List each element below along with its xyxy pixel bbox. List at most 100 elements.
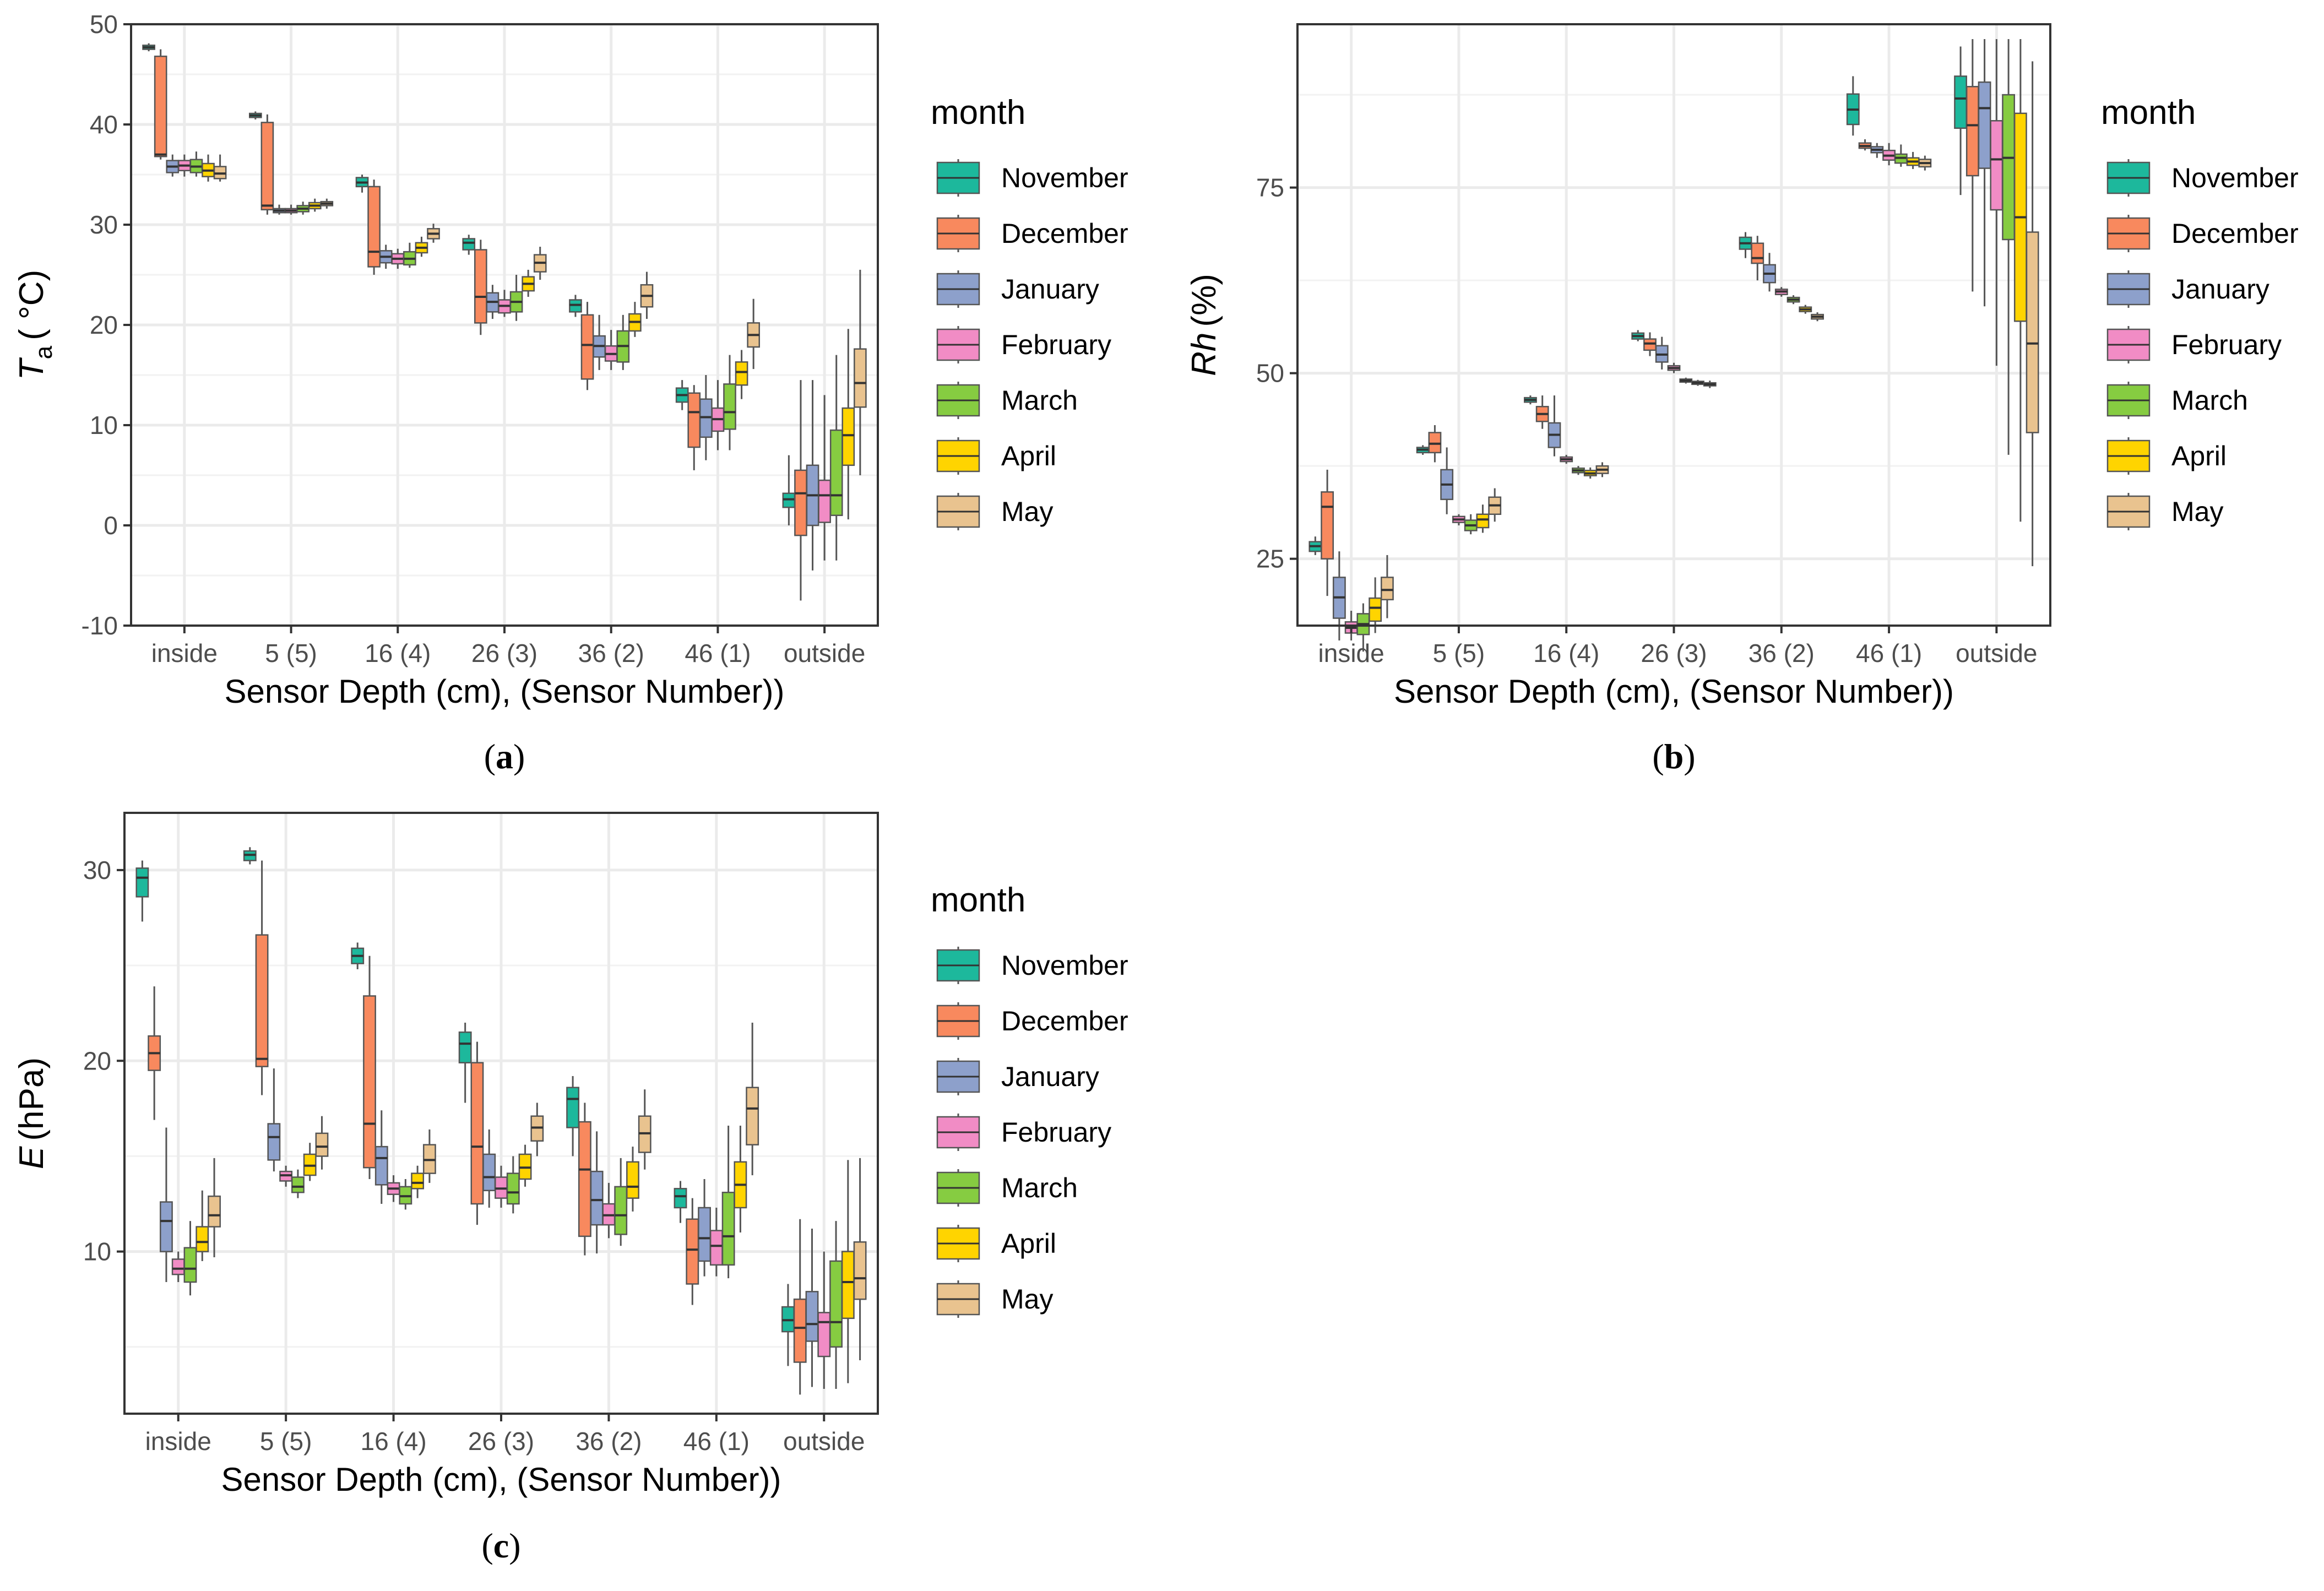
box-body: [818, 479, 831, 523]
legend-label: May: [1001, 496, 1053, 527]
box-april-0: [196, 1190, 209, 1261]
x-tick-label: 26 (3): [468, 1427, 534, 1456]
box-march-2: [403, 242, 416, 268]
box-november-6: [781, 1284, 795, 1366]
legend-item-may: May: [936, 493, 1053, 530]
x-tick-label: 5 (5): [260, 1427, 312, 1456]
x-tick-label: outside: [784, 639, 865, 667]
box-body: [794, 469, 807, 536]
box-february-3: [1667, 362, 1681, 373]
box-body: [1751, 242, 1764, 264]
box-april-6: [841, 1160, 855, 1383]
box-december-1: [260, 114, 274, 215]
box-body: [614, 1186, 628, 1235]
y-axis-title-sub: a: [30, 345, 57, 359]
y-tick-label: 50: [1256, 359, 1284, 388]
box-may-4: [638, 1089, 651, 1170]
x-tick-label: 46 (1): [683, 1427, 750, 1456]
box-march-6: [2002, 39, 2016, 455]
box-body: [183, 1247, 197, 1283]
box-body: [367, 186, 381, 268]
box-april-3: [1691, 379, 1704, 386]
box-body: [474, 249, 487, 324]
box-february-1: [284, 204, 298, 215]
box-body: [1954, 75, 1967, 129]
x-tick-label: 5 (5): [1433, 639, 1485, 667]
box-january-5: [699, 375, 713, 460]
caption-close: ): [513, 737, 525, 776]
legend-label: December: [1001, 1006, 1128, 1036]
box-december-2: [1535, 395, 1549, 429]
box-body: [291, 1176, 305, 1193]
box-body: [171, 1258, 185, 1275]
box-december-0: [148, 986, 161, 1120]
y-axis-title-main: E: [13, 1146, 51, 1169]
box-april-3: [518, 1144, 532, 1187]
box-november-5: [1846, 76, 1860, 136]
box-body: [746, 1087, 759, 1145]
box-november-4: [569, 295, 582, 317]
legend-label: March: [1001, 1172, 1078, 1203]
legend-label: November: [1001, 162, 1128, 193]
y-tick-label: 25: [1256, 545, 1284, 573]
box-november-5: [674, 1181, 687, 1223]
box-may-3: [533, 247, 547, 280]
box-february-1: [279, 1165, 293, 1187]
y-tick-label: 20: [90, 311, 118, 339]
box-body: [2026, 231, 2039, 433]
box-december-3: [474, 240, 487, 335]
box-january-3: [482, 1129, 496, 1208]
box-body: [793, 1298, 807, 1363]
box-march-1: [291, 1169, 305, 1198]
caption-letter: b: [1664, 737, 1684, 776]
box-march-4: [1787, 295, 1800, 305]
box-december-6: [1965, 39, 1979, 292]
legend-item-december: December: [2106, 215, 2299, 252]
box-january-2: [1547, 395, 1561, 457]
box-april-6: [2013, 39, 2027, 522]
legend-item-february: February: [2106, 326, 2282, 363]
box-body: [260, 122, 274, 210]
box-december-3: [1643, 332, 1657, 356]
legend-label: January: [1001, 274, 1099, 305]
box-december-4: [1751, 236, 1764, 281]
box-body: [841, 407, 855, 466]
legend-label: February: [2171, 329, 2282, 360]
box-february-2: [391, 248, 405, 269]
box-body: [686, 1218, 699, 1285]
box-may-6: [2026, 61, 2039, 567]
y-axis-title-unit: ( °C): [13, 270, 51, 340]
box-body: [506, 1172, 520, 1205]
box-november-0: [142, 43, 155, 52]
box-january-6: [806, 380, 819, 571]
box-february-3: [495, 1165, 508, 1208]
box-november-3: [462, 235, 476, 255]
box-may-2: [1595, 462, 1609, 477]
box-may-5: [747, 298, 761, 370]
caption-letter: c: [493, 1526, 509, 1565]
y-axis-title: Ta ( °C): [13, 270, 57, 380]
box-february-5: [1882, 143, 1896, 166]
box-body: [462, 238, 476, 251]
box-december-5: [687, 385, 701, 470]
y-axis-title: Rh (%): [1185, 274, 1223, 376]
box-march-3: [1679, 377, 1693, 384]
box-may-5: [746, 1022, 759, 1176]
box-april-3: [522, 269, 535, 297]
box-body: [817, 1312, 831, 1357]
x-tick-label: 26 (3): [1641, 639, 1707, 667]
box-body: [255, 934, 269, 1067]
box-january-2: [374, 1110, 388, 1204]
x-axis-title: Sensor Depth (cm), (Sensor Number)): [1394, 673, 1954, 710]
x-tick-label: inside: [145, 1427, 211, 1456]
legend-label: February: [1001, 1117, 1111, 1148]
legend-item-january: January: [2106, 270, 2269, 308]
box-body: [154, 55, 167, 158]
box-body: [208, 1195, 221, 1228]
legend-label: May: [2171, 496, 2223, 527]
box-body: [805, 1291, 819, 1342]
box-february-3: [498, 290, 511, 317]
box-january-1: [267, 1068, 281, 1172]
legend: month November December January February Marc…: [931, 94, 1128, 530]
